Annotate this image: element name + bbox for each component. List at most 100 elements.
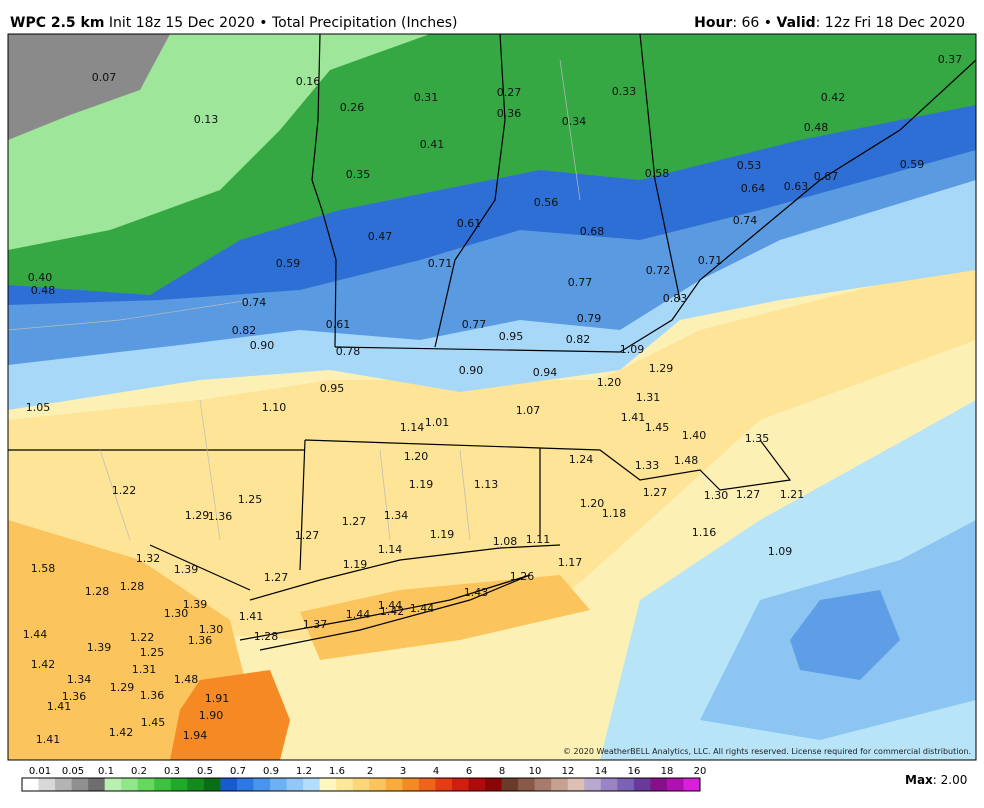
precip-label: 1.39 (183, 598, 208, 611)
legend-tick-label: 8 (499, 766, 505, 777)
legend-swatch (451, 778, 469, 791)
precip-label: 1.48 (174, 673, 199, 686)
precip-label: 0.77 (568, 276, 593, 289)
legend-swatch (352, 778, 370, 791)
precip-label: 1.30 (704, 489, 729, 502)
precip-label: 0.48 (31, 284, 56, 297)
precip-label: 1.91 (205, 692, 230, 705)
legend-swatch (22, 778, 40, 791)
legend-tick-label: 0.7 (230, 766, 246, 777)
precip-label: 0.34 (562, 115, 587, 128)
precip-label: 1.37 (303, 618, 328, 631)
precip-label: 0.41 (420, 138, 445, 151)
precip-label: 1.44 (410, 602, 435, 615)
legend-tick-label: 1.2 (296, 766, 312, 777)
legend-swatch (485, 778, 503, 791)
precip-label: 0.74 (242, 296, 267, 309)
precip-label: 0.63 (784, 180, 809, 193)
precip-label: 1.27 (342, 515, 367, 528)
precip-label: 0.59 (900, 158, 925, 171)
precip-label: 0.82 (566, 333, 591, 346)
precip-label: 1.01 (425, 416, 450, 429)
legend: 0.01 0.05 0.1 0.2 0.3 0.5 0.7 0.9 1.2 1.6 2 3 4 6 8 10 1… (21, 766, 706, 792)
legend-tick-label: 18 (661, 766, 674, 777)
legend-swatch (137, 778, 155, 791)
legend-swatch (88, 778, 106, 791)
precip-label: 0.90 (459, 364, 484, 377)
legend-swatch (418, 778, 436, 791)
legend-swatch (584, 778, 602, 791)
legend-tick-label: 0.1 (98, 766, 114, 777)
precip-label: 0.64 (741, 182, 766, 195)
legend-swatch (402, 778, 420, 791)
legend-tick-label: 0.01 (29, 766, 51, 777)
legend-frame (21, 777, 701, 792)
precip-label: 1.20 (404, 450, 429, 463)
precip-label: 1.22 (112, 484, 137, 497)
legend-swatch (71, 778, 89, 791)
title: WPC 2.5 km Init 18z 15 Dec 2020 • Total … (10, 15, 457, 31)
precip-label: 0.68 (580, 225, 605, 238)
legend-swatch (369, 778, 387, 791)
legend-swatch (518, 778, 536, 791)
precip-label: 1.14 (378, 543, 403, 556)
precip-label: 1.29 (185, 509, 210, 522)
precip-label: 1.58 (31, 562, 56, 575)
precip-label: 0.83 (663, 292, 688, 305)
legend-swatch (55, 778, 73, 791)
map: 0.07 0.16 0.26 0.31 0.27 0.33 0.37 0.42 0.13 0.36… (8, 34, 976, 760)
precip-label: 1.29 (110, 681, 135, 694)
precip-label: 1.44 (346, 608, 371, 621)
legend-tick-label: 0.9 (263, 766, 279, 777)
precip-label: 0.36 (497, 107, 522, 120)
precip-label: 1.41 (239, 610, 264, 623)
precip-label: 1.09 (620, 343, 645, 356)
precip-label: 1.41 (47, 700, 72, 713)
legend-swatch (236, 778, 255, 791)
precip-label: 1.09 (768, 545, 793, 558)
precip-label: 0.07 (92, 71, 117, 84)
legend-tick-label: 1.6 (329, 766, 345, 777)
legend-tick-label: 12 (562, 766, 575, 777)
precip-label: 1.05 (26, 401, 51, 414)
precip-label: 0.61 (457, 217, 482, 230)
precip-label: 1.21 (780, 488, 805, 501)
precip-label: 1.30 (199, 623, 224, 636)
precip-label: 0.48 (804, 121, 829, 134)
legend-swatch (336, 778, 354, 791)
legend-tick-label: 14 (595, 766, 608, 777)
precip-label: 1.41 (36, 733, 61, 746)
precip-label: 0.95 (320, 382, 345, 395)
precip-label: 1.30 (164, 607, 189, 620)
precip-label: 1.19 (343, 558, 368, 571)
precip-label: 1.28 (85, 585, 110, 598)
precip-label: 1.45 (645, 421, 670, 434)
legend-swatch (170, 778, 188, 791)
precip-label: 0.27 (497, 86, 522, 99)
legend-tick-label: 6 (466, 766, 472, 777)
precip-label: 1.16 (692, 526, 717, 539)
legend-swatch (501, 778, 519, 791)
precip-label: 0.74 (733, 214, 758, 227)
precip-label: 0.13 (194, 113, 219, 126)
precip-label: 1.36 (208, 510, 233, 523)
precip-label: 1.27 (295, 529, 320, 542)
legend-swatch (270, 778, 288, 791)
precip-label: 1.41 (621, 411, 646, 424)
precip-label: 0.56 (534, 196, 559, 209)
precip-label: 1.20 (580, 497, 605, 510)
legend-tick-label: 0.5 (197, 766, 213, 777)
legend-swatch (435, 778, 453, 791)
precip-label: 1.34 (67, 673, 92, 686)
precip-label: 0.16 (296, 75, 321, 88)
precip-label: 1.34 (384, 509, 409, 522)
precip-label: 1.28 (254, 630, 279, 643)
product: Total Precipitation (Inches) (271, 15, 458, 31)
precip-label: 1.25 (238, 493, 263, 506)
precip-label: 0.94 (533, 366, 558, 379)
precip-label: 1.07 (516, 404, 541, 417)
precip-label: 1.18 (602, 507, 627, 520)
precip-label: 0.95 (499, 330, 524, 343)
legend-tick-label: 16 (628, 766, 641, 777)
legend-tick-label: 3 (400, 766, 406, 777)
